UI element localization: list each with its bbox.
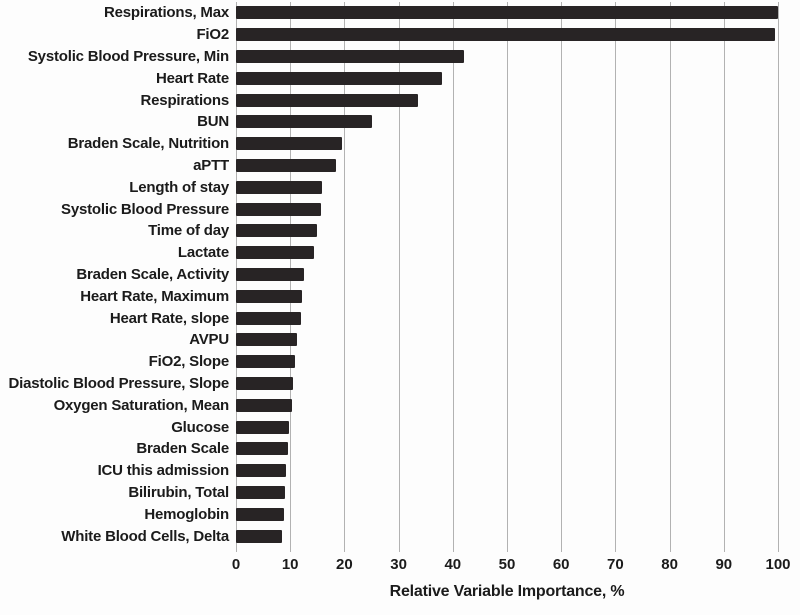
- gridline: [669, 2, 671, 552]
- category-label: Time of day: [148, 222, 229, 240]
- category-label: Systolic Blood Pressure, Min: [27, 47, 229, 65]
- category-label: Heart Rate, slope: [109, 309, 229, 327]
- category-label: Bilirubin, Total: [128, 483, 229, 501]
- bar: [236, 246, 314, 260]
- category-label: BUN: [197, 113, 229, 131]
- category-label: Braden Scale, Activity: [76, 265, 229, 283]
- bar: [236, 507, 285, 521]
- x-tick-label: 40: [444, 556, 462, 573]
- bar: [236, 180, 322, 194]
- bar: [236, 159, 337, 172]
- bar: [236, 115, 372, 129]
- category-label: ICU this admission: [97, 462, 230, 480]
- bar: [236, 268, 305, 281]
- gridline: [452, 2, 454, 552]
- bar: [236, 420, 289, 434]
- bar: [236, 93, 418, 107]
- category-label: Oxygen Saturation, Mean: [53, 396, 230, 414]
- gridline: [778, 2, 779, 552]
- category-label: Heart Rate: [155, 69, 229, 87]
- bar: [236, 28, 776, 42]
- bar: [236, 224, 318, 238]
- category-labels-column: Respirations, Max FiO2 Systolic Blood Pres…: [0, 2, 236, 547]
- bar: [236, 442, 288, 456]
- category-label: Respirations: [140, 91, 230, 109]
- category-label: Systolic Blood Pressure: [61, 200, 229, 218]
- bar: [236, 71, 442, 85]
- bar: [236, 486, 286, 499]
- category-label: Respirations, Max: [104, 4, 229, 22]
- category-label: Lactate: [177, 244, 229, 262]
- bar: [236, 529, 282, 543]
- category-label: Diastolic Blood Pressure, Slope: [8, 374, 229, 392]
- x-tick-label: 0: [231, 556, 241, 573]
- category-label: aPTT: [193, 156, 229, 174]
- chart-body: Respirations, Max FiO2 Systolic Blood Pres…: [0, 2, 779, 552]
- bar: [236, 6, 778, 20]
- category-label: Hemoglobin: [144, 505, 229, 523]
- bar: [236, 377, 293, 390]
- gridline: [615, 2, 617, 552]
- x-tick-label: 20: [336, 556, 353, 573]
- gridline: [398, 2, 400, 552]
- category-label: Braden Scale, Nutrition: [67, 135, 229, 153]
- bar: [236, 311, 301, 325]
- x-tick-label: 10: [281, 556, 299, 573]
- bar: [236, 464, 286, 478]
- category-label: Heart Rate, Maximum: [80, 287, 229, 305]
- bar: [236, 355, 296, 369]
- gridline: [507, 2, 508, 552]
- x-tick-label: 50: [498, 556, 516, 573]
- bar: [236, 398, 292, 412]
- category-label: FiO2, Slope: [148, 353, 230, 371]
- category-label: White Blood Cells, Delta: [61, 527, 229, 545]
- x-tick-label: 30: [390, 556, 407, 573]
- category-label: AVPU: [189, 331, 229, 349]
- x-tick-label: 60: [552, 556, 570, 573]
- bar: [236, 333, 298, 347]
- bar: [236, 137, 343, 151]
- category-label: FiO2: [196, 26, 229, 44]
- x-tick-label: 100: [765, 556, 791, 573]
- x-tick-label: 70: [607, 556, 624, 573]
- x-axis: 0 10 20 30 40 50 60 70 80 90 100: [0, 556, 800, 576]
- gridline: [723, 2, 725, 552]
- category-label: Braden Scale: [136, 440, 229, 458]
- category-label: Glucose: [171, 418, 229, 436]
- x-tick-label: 80: [661, 556, 678, 573]
- x-tick-label: 90: [715, 556, 733, 573]
- plot-area: [236, 2, 779, 552]
- bar: [236, 50, 464, 63]
- x-axis-title: Relative Variable Importance, %: [389, 583, 625, 600]
- category-label: Length of stay: [129, 178, 229, 196]
- gridline: [561, 2, 563, 552]
- bar: [236, 289, 303, 303]
- gridline: [344, 2, 346, 552]
- bar: [236, 202, 322, 216]
